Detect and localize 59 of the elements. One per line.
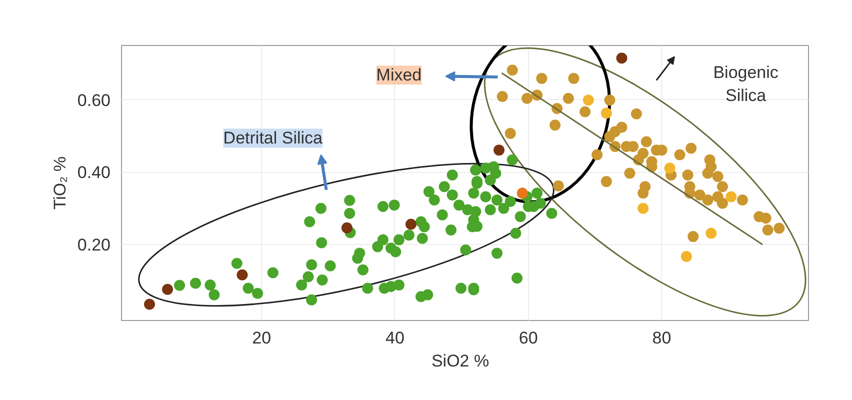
point	[702, 194, 714, 206]
point	[162, 284, 174, 295]
point	[604, 131, 616, 142]
point	[494, 144, 505, 156]
annotation: Biogenic Silica	[713, 62, 779, 105]
point	[592, 149, 603, 160]
annotation: Detrital Silica	[223, 128, 324, 148]
point	[562, 92, 574, 104]
point	[550, 120, 561, 131]
point	[496, 91, 508, 102]
x-tick-label: 60	[518, 328, 538, 348]
point	[604, 94, 616, 106]
point	[405, 218, 416, 230]
x-axis-title: SiO2 %	[431, 352, 490, 370]
point	[624, 168, 636, 179]
point	[760, 212, 772, 224]
point	[762, 224, 774, 236]
point	[536, 72, 548, 84]
point	[694, 189, 706, 200]
point	[516, 188, 528, 199]
point	[600, 176, 612, 188]
point	[638, 188, 649, 199]
point	[638, 202, 649, 214]
point	[144, 298, 156, 310]
point	[236, 269, 248, 280]
y-tick-label: 0.60	[77, 90, 111, 110]
x-tick-label: 40	[386, 328, 404, 348]
point	[568, 72, 580, 84]
y-tick-label: 0.40	[77, 163, 111, 182]
point	[552, 180, 564, 192]
point	[341, 222, 352, 234]
point	[712, 191, 724, 202]
y-axis-title: TiO₂ %	[50, 156, 70, 210]
point	[712, 170, 724, 182]
point	[680, 250, 692, 262]
point	[736, 194, 748, 206]
point	[616, 52, 628, 64]
point	[522, 92, 533, 104]
point	[640, 136, 652, 148]
point	[630, 108, 642, 120]
point	[664, 162, 676, 174]
point	[506, 64, 518, 76]
point	[580, 106, 591, 118]
y-tick-label: 0.20	[77, 236, 111, 255]
point	[706, 228, 717, 239]
point	[716, 181, 728, 192]
x-tick-label: 20	[252, 328, 272, 348]
annotation: Mixed	[376, 66, 422, 85]
point	[674, 149, 686, 160]
point	[688, 231, 699, 242]
point	[774, 222, 785, 234]
point	[726, 191, 737, 202]
x-tick-label: 80	[652, 328, 672, 348]
point	[682, 170, 694, 181]
point	[686, 142, 697, 154]
point	[582, 94, 594, 106]
point	[600, 108, 612, 119]
point	[702, 168, 714, 179]
point	[504, 128, 516, 139]
